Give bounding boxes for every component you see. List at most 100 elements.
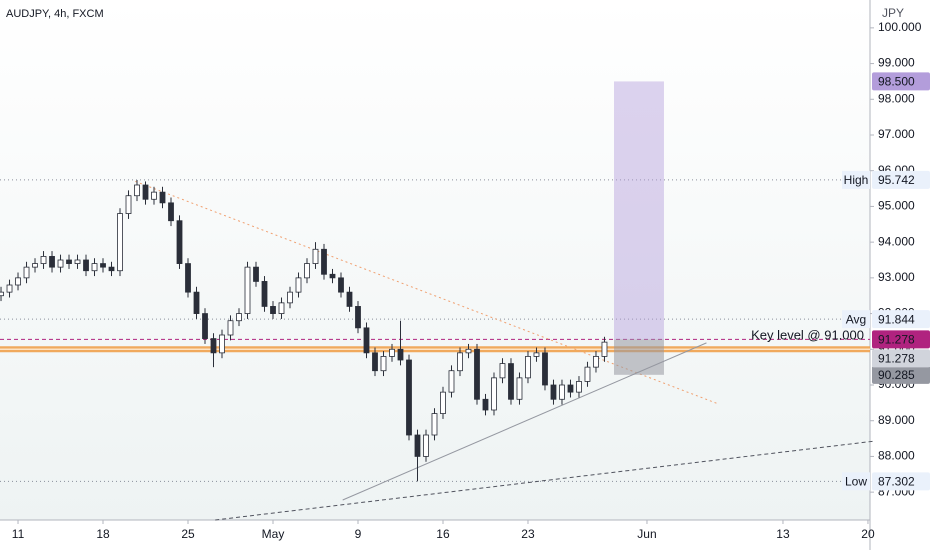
y-tick-label: 97.000 (878, 127, 915, 141)
candle-body (23, 266, 30, 279)
candle-body (15, 277, 21, 286)
badges-layer: Key level @ 91.000 95.742 High 91.844 Avg 87.… (751, 72, 930, 491)
price-badge (872, 330, 930, 349)
candle-body (312, 248, 319, 264)
candle-body (389, 348, 395, 357)
level-tag-label: High (844, 173, 869, 187)
candle-body (66, 259, 72, 264)
candle-body (363, 327, 370, 354)
plot-background (0, 0, 870, 520)
candle-body (406, 359, 412, 436)
price-badge-label: 91.278 (878, 333, 915, 347)
x-tick-label: Jun (637, 527, 656, 541)
x-tick-label: 18 (96, 527, 110, 541)
candle-body (176, 220, 183, 264)
candle-body (448, 370, 455, 393)
candle-body (6, 284, 13, 293)
price-badge (872, 72, 930, 91)
candle-body (74, 259, 81, 264)
candle-body (559, 384, 565, 400)
candle-body (440, 391, 446, 414)
y-tick-label: 93.000 (878, 270, 915, 284)
x-axis-background (0, 520, 870, 550)
candle-body (542, 352, 548, 386)
candle-body (346, 291, 353, 307)
level-tag-label: Avg (846, 312, 866, 326)
x-tick-label: 23 (521, 527, 535, 541)
candle-body (40, 256, 47, 264)
candle-body (567, 384, 574, 393)
symbol-title: AUDJPY, 4h, FXCM (6, 8, 104, 20)
candle-body (236, 313, 242, 322)
candle-body (533, 352, 540, 357)
candle-body (227, 320, 234, 336)
candle-body (57, 259, 64, 268)
level-tag-label: Low (845, 475, 867, 489)
candle-body (601, 341, 608, 357)
candle-body (414, 434, 421, 457)
candle-body (287, 291, 293, 304)
candle-body (295, 277, 302, 293)
x-tick-label: May (262, 527, 285, 541)
candle-body (244, 266, 251, 314)
position-layer (613, 81, 664, 375)
candle-body (329, 273, 336, 279)
y-unit: JPY (882, 6, 904, 20)
candle-body (465, 348, 472, 354)
candle-body (219, 334, 225, 354)
candle-body (202, 313, 208, 339)
price-badge-label: 91.844 (878, 312, 915, 326)
candles-layer (0, 180, 608, 482)
candle-body (253, 266, 259, 282)
key-level-label: Key level @ 91.000 (751, 328, 864, 343)
candle-body (397, 348, 404, 361)
candle-body (49, 256, 55, 268)
candle-body (134, 184, 140, 197)
candle-body (593, 356, 599, 368)
candle-body (32, 263, 38, 268)
entry-badge (872, 349, 930, 368)
candle-body (100, 263, 106, 268)
level-tag (842, 472, 870, 491)
candle-body (457, 352, 463, 372)
x-tick-label: 11 (12, 527, 25, 541)
price-badge-label: 87.302 (878, 475, 915, 489)
y-tick-label: 89.000 (878, 413, 915, 427)
price-badge-label: 90.285 (878, 368, 915, 382)
candle-body (151, 191, 157, 200)
candle-body (117, 213, 123, 272)
candle-body (142, 184, 149, 200)
candle-body (516, 377, 523, 400)
level-tag (842, 170, 870, 189)
candle-body (83, 259, 89, 272)
price-badge-label: 98.500 (878, 75, 915, 89)
candle-body (321, 248, 327, 275)
y-axis-background (870, 0, 932, 550)
candle-body (108, 266, 115, 272)
y-tick-label: 100.000 (878, 20, 922, 34)
level-tag (842, 310, 870, 329)
stop-zone (613, 339, 664, 375)
candle-body (185, 263, 191, 293)
candle-body (550, 384, 557, 400)
y-tick-label: 88.000 (878, 449, 915, 463)
candle-body (261, 281, 268, 307)
candle-body (482, 398, 489, 411)
x-tick-label: 9 (355, 527, 362, 541)
candle-body (474, 348, 480, 400)
entry-badge-label: 91.278 (878, 352, 915, 366)
candle-body (91, 263, 98, 272)
candle-body (355, 306, 361, 329)
candle-body (380, 356, 387, 372)
x-tick-label: 13 (776, 527, 790, 541)
candle-body (270, 306, 276, 314)
candle-body (168, 202, 174, 222)
y-tick-label: 95.000 (878, 199, 915, 213)
candle-body (491, 377, 497, 411)
candle-body (372, 352, 378, 372)
candle-body (159, 191, 166, 204)
price-badge (872, 365, 930, 384)
candle-body (125, 195, 132, 214)
